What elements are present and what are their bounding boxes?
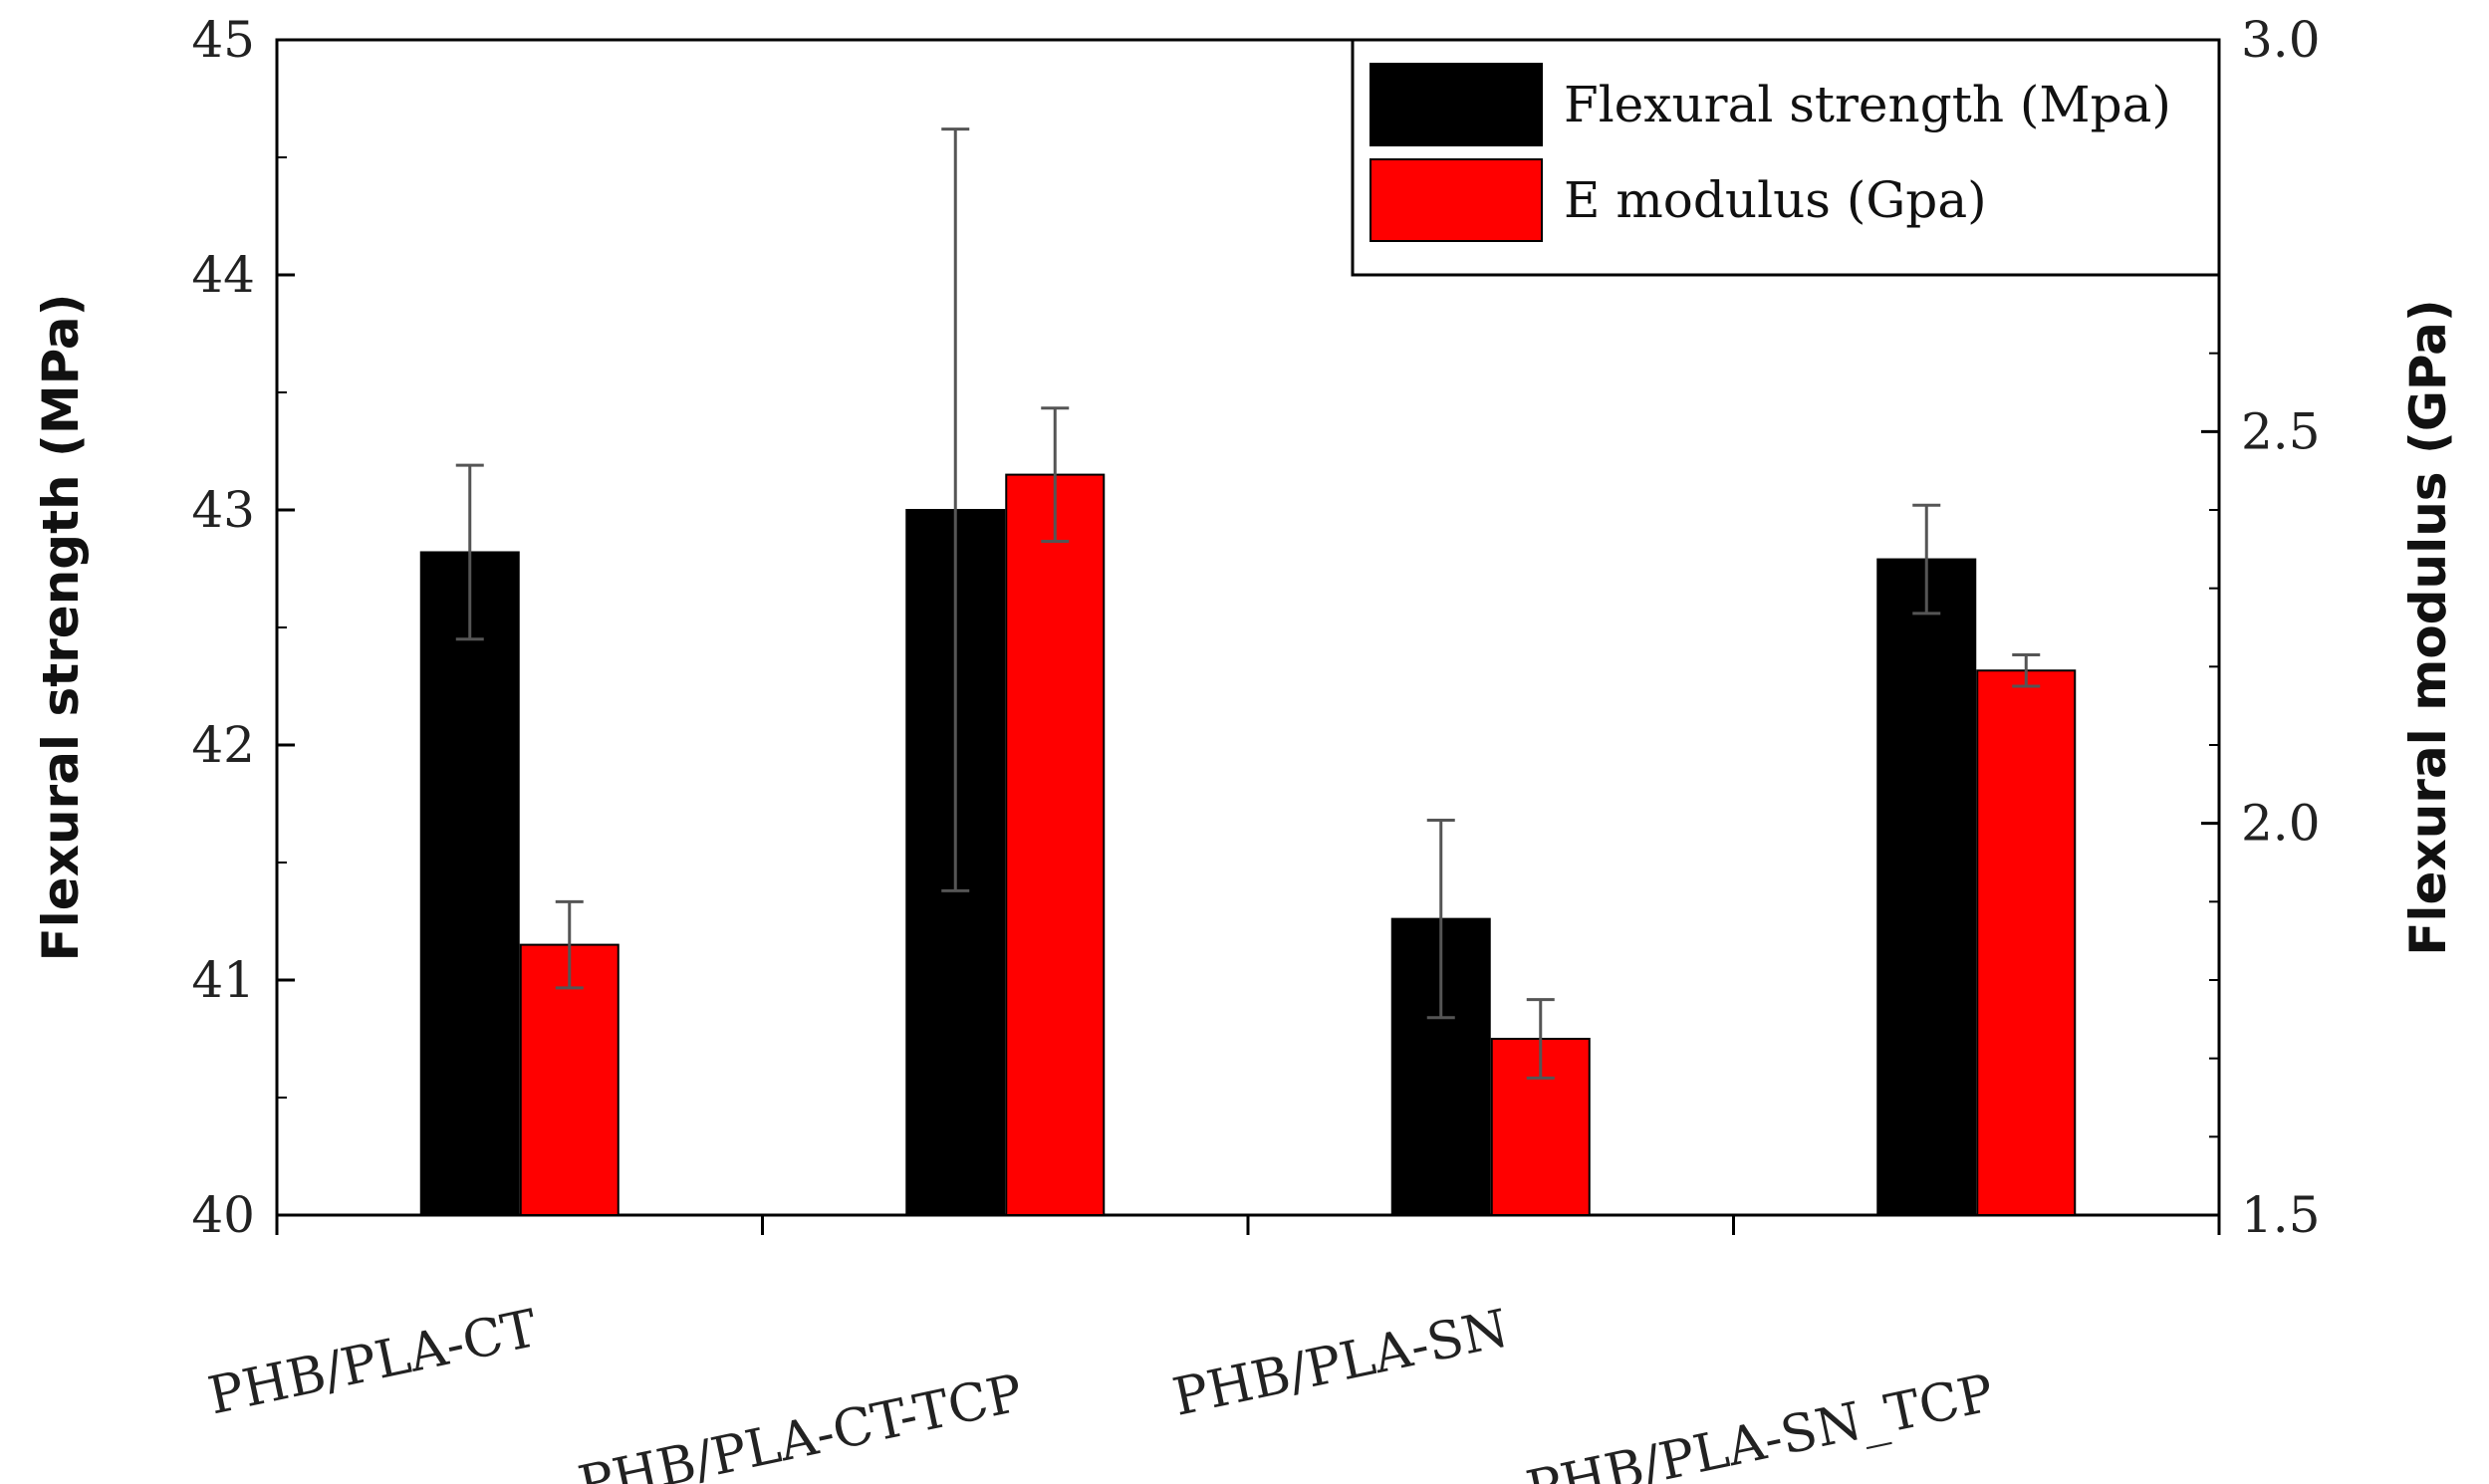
left-tick-label-41: 41 (191, 951, 255, 1009)
error-bars-layer (455, 127, 2041, 1080)
legend-label-2: E modulus (Gpa) (1564, 171, 1987, 229)
right-tick-label-2.0: 2.0 (2241, 795, 2321, 853)
left-tick-label-43: 43 (191, 481, 255, 539)
left-tick-label-40: 40 (191, 1186, 255, 1244)
modulus-bar-4 (1976, 669, 2077, 1216)
legend: Flexural strength (Mpa) E modulus (Gpa) (1351, 38, 2221, 277)
left-tick-label-44: 44 (191, 246, 255, 304)
category-label-2: PHB/PLA-CT-TCP (574, 1363, 1028, 1484)
category-label-3: PHB/PLA-SN (1168, 1299, 1514, 1428)
right-axis-title: Flexural modulus (GPa) (2399, 299, 2457, 956)
right-tick-label-1.5: 1.5 (2241, 1186, 2321, 1244)
category-label-4: PHB/PLA-SN_TCP (1522, 1363, 1999, 1484)
category-label-1: PHB/PLA-CT (203, 1299, 543, 1426)
right-tick-label-3.0: 3.0 (2241, 11, 2321, 69)
strength-bar-4 (1876, 558, 1977, 1216)
legend-swatch-1 (1369, 63, 1543, 146)
right-tick-label-2.5: 2.5 (2241, 402, 2321, 460)
legend-label-1: Flexural strength (Mpa) (1564, 76, 2171, 133)
left-tick-label-45: 45 (191, 11, 255, 69)
legend-swatch-2 (1369, 158, 1543, 242)
strength-bar-1 (419, 551, 520, 1216)
bars-layer (419, 473, 2077, 1217)
left-tick-label-42: 42 (191, 716, 255, 774)
left-axis-title: Flexural strength (MPa) (32, 293, 90, 961)
modulus-bar-2 (1005, 473, 1106, 1217)
